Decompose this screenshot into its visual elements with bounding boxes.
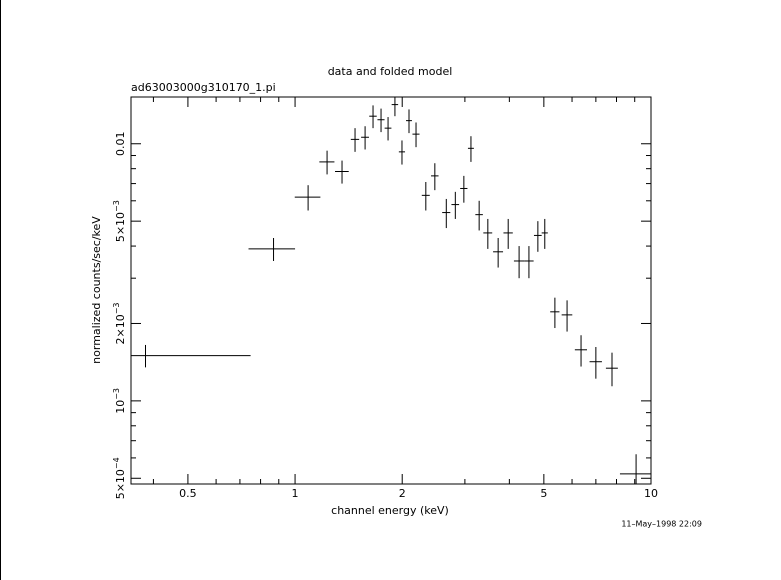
x-tick-label: 0.5: [179, 487, 197, 500]
y-tick-label-exp: −3: [112, 388, 121, 400]
x-axis-label: channel energy (keV): [331, 504, 449, 517]
y-tick-label: 5×10−3: [112, 200, 128, 242]
y-tick-label-base: 5×10: [114, 212, 127, 242]
plot-frame: [130, 96, 652, 485]
x-tick-label: 5: [540, 487, 547, 500]
x-tick-label: 2: [399, 487, 406, 500]
timestamp: 11–May–1998 22:09: [621, 520, 702, 529]
y-tick-label: 5×10−4: [112, 457, 128, 499]
x-tick-label: 1: [292, 487, 299, 500]
y-tick-label: 10−3: [112, 388, 128, 414]
y-tick-label-exp: −3: [112, 302, 121, 314]
y-tick-label-base: 10: [114, 400, 127, 414]
y-tick-label-exp: −3: [112, 200, 121, 212]
y-tick-label-base: 2×10: [114, 314, 127, 344]
plot-area: [131, 97, 651, 484]
y-tick-label: 2×10−3: [112, 302, 128, 344]
x-tick-label: 10: [644, 487, 658, 500]
chart-title: data and folded model: [328, 65, 453, 78]
y-tick-label-exp: −4: [112, 457, 121, 469]
y-tick-label: 0.01: [114, 132, 127, 157]
y-axis-label: normalized counts/sec/keV: [90, 216, 103, 364]
y-tick-label-base: 5×10: [114, 469, 127, 499]
chart-subtitle: ad63003000g310170_1.pi: [131, 81, 276, 94]
